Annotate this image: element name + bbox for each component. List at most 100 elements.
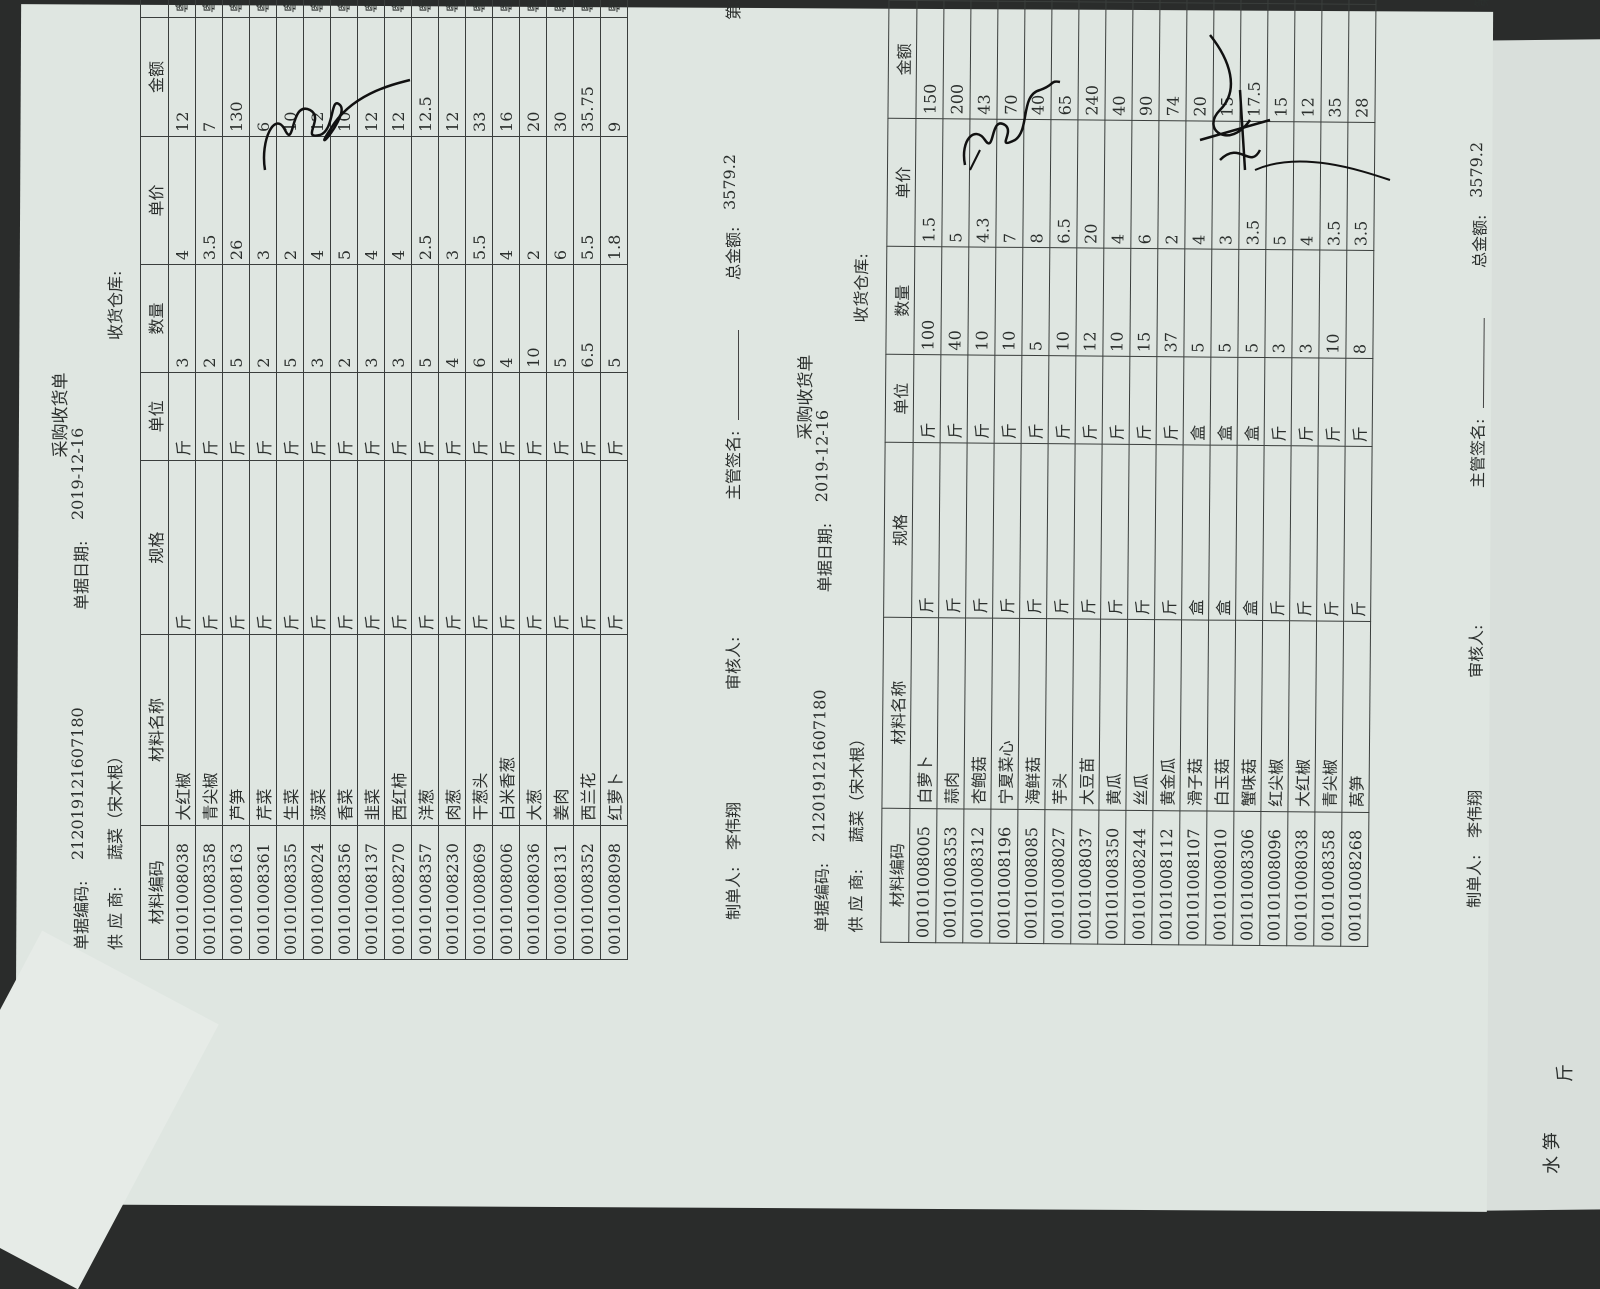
- spec-cell: 斤: [1262, 445, 1292, 621]
- page-number: 第4页/共6页: [1468, 0, 1493, 8]
- spec-cell: 斤: [1316, 446, 1346, 622]
- material-name-cell: 丝瓜: [1125, 619, 1155, 811]
- amount-cell: 6: [249, 17, 277, 137]
- column-header-material-code: 材料编码: [880, 807, 910, 943]
- column-header-spec: 规格: [883, 442, 914, 618]
- material-name-cell: 白萝卜: [909, 617, 939, 809]
- unit-price-cell: 2: [276, 136, 304, 265]
- amount-cell: 20: [1185, 2, 1214, 122]
- quantity-cell: 5: [1183, 249, 1212, 358]
- material-name-cell: 滑子菇: [1179, 619, 1209, 811]
- quantity-cell: 5: [1237, 249, 1266, 358]
- spec-cell: 斤: [303, 460, 331, 635]
- table-row: 00101008024菠菜斤斤3412粤菜: [303, 0, 331, 960]
- warehouse-label: 收货仓库:: [106, 270, 125, 340]
- amount-cell: 17.5: [1239, 3, 1268, 122]
- quantity-cell: 3: [357, 264, 385, 373]
- amount-cell: 65: [1050, 1, 1079, 120]
- warehouse-cell: 粤菜: [249, 0, 277, 18]
- unit-price-cell: 2: [519, 136, 547, 265]
- amount-cell: 40: [1023, 1, 1052, 120]
- material-code-cell: 00101008085: [1016, 809, 1045, 944]
- quantity-cell: 2: [330, 264, 358, 373]
- amount-cell: 12: [357, 17, 385, 137]
- unit-cell: 斤: [1048, 355, 1076, 445]
- material-code-cell: 00101008112: [1151, 810, 1180, 945]
- amount-cell: 7: [195, 17, 223, 137]
- unit-price-cell: 2: [1157, 120, 1186, 250]
- spec-cell: 斤: [519, 460, 547, 635]
- material-code-cell: 00101008244: [1124, 809, 1153, 945]
- material-code-cell: 00101008131: [546, 825, 574, 960]
- material-code-cell: 00101008038: [1286, 811, 1315, 946]
- unit-cell: 盒: [1183, 357, 1211, 446]
- material-code-cell: 00101008005: [908, 808, 937, 943]
- warehouse-cell: 粤菜: [222, 0, 250, 18]
- spec-cell: 斤: [1073, 444, 1103, 620]
- spec-cell: 斤: [1154, 445, 1184, 620]
- amount-cell: 20: [519, 17, 547, 137]
- spec-cell: 斤: [492, 460, 520, 635]
- unit-cell: 斤: [1318, 358, 1346, 447]
- doc-no-value: 212019121607180: [809, 689, 830, 843]
- quantity-cell: 10: [967, 247, 996, 356]
- amount-cell: 15: [1212, 3, 1241, 122]
- table-header-row: 材料编码材料名称规格单位数量单价金额收货仓库: [140, 0, 169, 960]
- unit-cell: 斤: [1345, 358, 1373, 447]
- amount-cell: 74: [1158, 2, 1187, 121]
- unit-cell: 斤: [384, 372, 412, 461]
- table-row: 00101008163芦笋斤斤526130粤菜: [222, 0, 250, 960]
- material-code-cell: 00101008024: [303, 825, 331, 960]
- unit-price-cell: 7: [995, 119, 1024, 248]
- warehouse-cell: 粤菜: [276, 0, 304, 18]
- table-row: 00101008355生菜斤斤5210粤菜: [276, 0, 304, 960]
- quantity-cell: 3: [303, 264, 331, 373]
- unit-price-cell: 3.5: [1346, 122, 1375, 251]
- column-header-amount: 金额: [887, 0, 917, 119]
- spec-cell: 斤: [195, 460, 223, 635]
- unit-cell: 斤: [303, 372, 331, 461]
- material-name-cell: 洋葱: [411, 634, 439, 826]
- spec-cell: 斤: [1046, 444, 1076, 619]
- material-name-cell: 芹菜: [249, 634, 277, 826]
- unit-cell: 斤: [168, 372, 196, 461]
- spec-cell: 斤: [330, 460, 358, 635]
- unit-price-cell: 5.5: [573, 136, 601, 265]
- amount-cell: 12: [438, 17, 466, 137]
- material-name-cell: 菠菜: [303, 634, 331, 826]
- quantity-cell: 6: [465, 264, 493, 373]
- spec-cell: 斤: [1289, 446, 1319, 622]
- quantity-cell: 5: [600, 264, 628, 373]
- unit-price-cell: 4: [1292, 121, 1321, 251]
- supervisor-signature-line: [1474, 317, 1485, 408]
- spec-cell: 盒: [1181, 445, 1211, 621]
- warehouse-cell: 粤菜: [492, 0, 520, 18]
- total-value: 3579.2: [1466, 141, 1487, 198]
- unit-cell: 斤: [276, 372, 304, 461]
- unit-price-cell: 4: [357, 136, 385, 265]
- unit-price-cell: 3: [249, 136, 277, 265]
- date-value: 2019-12-16: [812, 409, 832, 503]
- column-header-unit-price: 单价: [886, 118, 916, 247]
- material-name-cell: 大红椒: [1287, 620, 1317, 812]
- amount-cell: 16: [492, 17, 520, 137]
- maker-label: 制单人:: [724, 866, 743, 920]
- warehouse-cell: 粤菜: [1024, 0, 1054, 2]
- receipt-table: 材料编码材料名称规格单位数量单价金额收货仓库00101008038大红椒斤斤34…: [140, 0, 628, 960]
- material-code-cell: 00101008357: [411, 825, 439, 960]
- unit-cell: 斤: [1021, 355, 1049, 445]
- column-header-unit: 单位: [140, 372, 169, 461]
- unit-price-cell: 6.5: [1049, 119, 1078, 249]
- unit-price-cell: 4: [492, 136, 520, 265]
- quantity-cell: 5: [276, 264, 304, 373]
- material-code-cell: 00101008037: [1070, 809, 1099, 945]
- table-row: 00101008131姜肉斤斤5630粤菜: [546, 0, 574, 960]
- warehouse-cell: 海派: [1159, 0, 1189, 3]
- column-header-material-code: 材料编码: [140, 825, 169, 960]
- column-header-quantity: 数量: [140, 264, 169, 373]
- unit-cell: 斤: [465, 372, 493, 461]
- unit-price-cell: 5: [1265, 121, 1294, 251]
- material-code-cell: 00101008350: [1097, 809, 1126, 945]
- warehouse-cell: 海派: [1213, 0, 1243, 4]
